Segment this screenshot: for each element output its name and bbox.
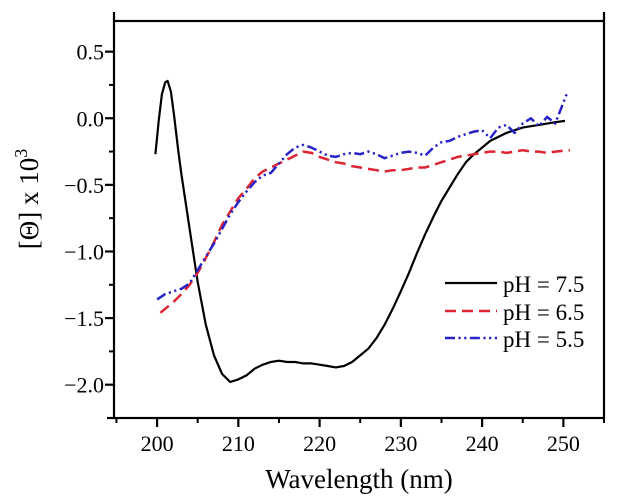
x-tick-label: 220 xyxy=(303,431,336,456)
legend: pH = 7.5 pH = 6.5 pH = 5.5 xyxy=(445,272,584,352)
y-axis-title-superscript: 3 xyxy=(11,149,31,158)
y-axis-title-main: [Θ] x 10 xyxy=(14,158,44,249)
y-tick-label: 0.0 xyxy=(77,106,105,131)
x-axis-title: Wavelength (nm) xyxy=(265,464,453,494)
legend-label-ph-7-5: pH = 7.5 xyxy=(503,272,584,297)
y-tick-label: −1.5 xyxy=(64,306,104,331)
x-tick-label: 210 xyxy=(222,431,255,456)
x-axis-ticks xyxy=(115,418,605,427)
series-line-ph-6.5 xyxy=(159,148,571,314)
series-lines xyxy=(154,79,571,384)
x-tick-label: 250 xyxy=(547,431,580,456)
x-tick-label: 230 xyxy=(384,431,417,456)
legend-label-ph-6-5: pH = 6.5 xyxy=(503,300,584,325)
y-axis-title: [Θ] x 103 xyxy=(11,149,44,249)
y-tick-label: −0.5 xyxy=(64,173,104,198)
series-line-ph-5.5 xyxy=(156,93,568,301)
x-tick-label: 200 xyxy=(141,431,174,456)
y-axis-tick-labels: 0.5 0.0 −0.5 −1.0 −1.5 −2.0 xyxy=(64,40,104,398)
series-line-ph-7.5 xyxy=(154,79,566,384)
y-tick-label: −2.0 xyxy=(64,373,104,398)
legend-label-ph-5-5: pH = 5.5 xyxy=(503,327,584,352)
x-axis-tick-labels: 200 210 220 230 240 250 xyxy=(141,431,580,456)
y-tick-label: −1.0 xyxy=(64,239,104,264)
x-tick-label: 240 xyxy=(466,431,499,456)
y-tick-label: 0.5 xyxy=(77,40,105,65)
y-axis-ticks xyxy=(105,50,114,419)
plot-frame xyxy=(112,19,606,420)
